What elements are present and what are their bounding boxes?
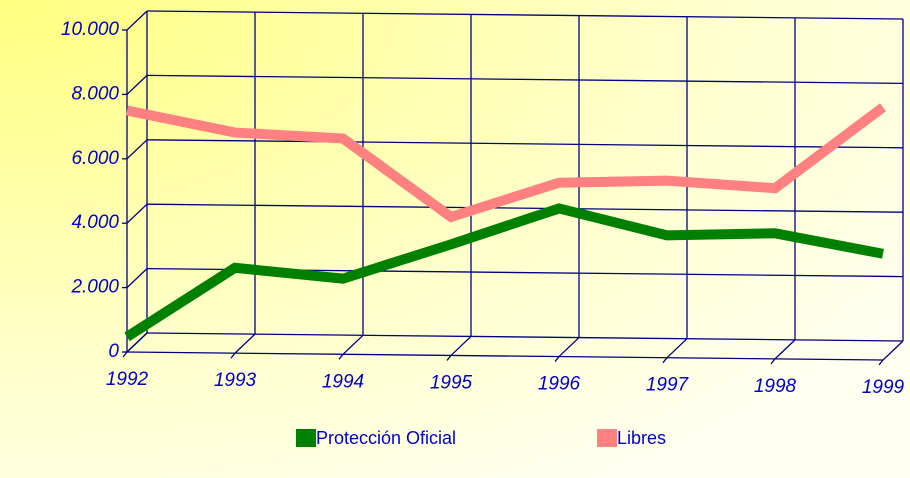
floor-line	[882, 340, 904, 361]
tick-mark	[662, 357, 668, 364]
tick-mark	[446, 355, 452, 361]
x-tick-label: 1996	[538, 374, 581, 395]
grid-line	[146, 74, 904, 85]
grid-line	[126, 139, 148, 160]
y-tick-label: 10.000	[61, 19, 120, 40]
floor-line	[774, 339, 796, 360]
grid-line	[126, 203, 148, 224]
grid-line	[146, 139, 904, 149]
legend-label: Protección Oficial	[316, 428, 456, 448]
floor-line	[450, 335, 472, 356]
legend-swatch	[296, 429, 316, 447]
grid-line	[126, 268, 148, 289]
tick-mark	[230, 352, 236, 359]
x-tick-label: 1998	[754, 376, 797, 397]
grid-line	[126, 10, 148, 31]
line-series	[124, 203, 884, 342]
floor-line	[126, 332, 148, 353]
y-tick-label: 4.000	[71, 212, 119, 233]
floor-line	[666, 338, 688, 359]
legend-swatch	[597, 429, 617, 447]
floor-line	[234, 333, 256, 354]
tick-mark	[770, 358, 776, 365]
y-tick-label: 0	[108, 341, 119, 362]
x-tick-label: 1997	[646, 375, 690, 396]
tick-mark	[338, 353, 344, 360]
y-tick-label: 6.000	[71, 148, 119, 169]
grid-line	[146, 332, 904, 342]
y-tick-label: 8.000	[71, 83, 119, 104]
floor-line	[342, 334, 364, 355]
y-tick-label: 2.000	[70, 277, 119, 298]
x-axis	[126, 351, 884, 361]
grid-line	[126, 74, 148, 95]
line-series	[125, 103, 886, 223]
x-tick-label: 1994	[322, 371, 364, 392]
tick-mark	[554, 356, 560, 362]
tick-mark	[122, 351, 128, 358]
x-tick-label: 1992	[106, 369, 149, 390]
x-tick-label: 1995	[430, 372, 473, 393]
x-tick-label: 1999	[862, 377, 905, 398]
grid-line	[146, 203, 904, 213]
grid-line	[146, 10, 904, 20]
legend-label: Libres	[617, 428, 666, 448]
tick-mark	[878, 359, 884, 366]
x-tick-label: 1993	[214, 370, 257, 391]
floor-line	[558, 337, 580, 358]
